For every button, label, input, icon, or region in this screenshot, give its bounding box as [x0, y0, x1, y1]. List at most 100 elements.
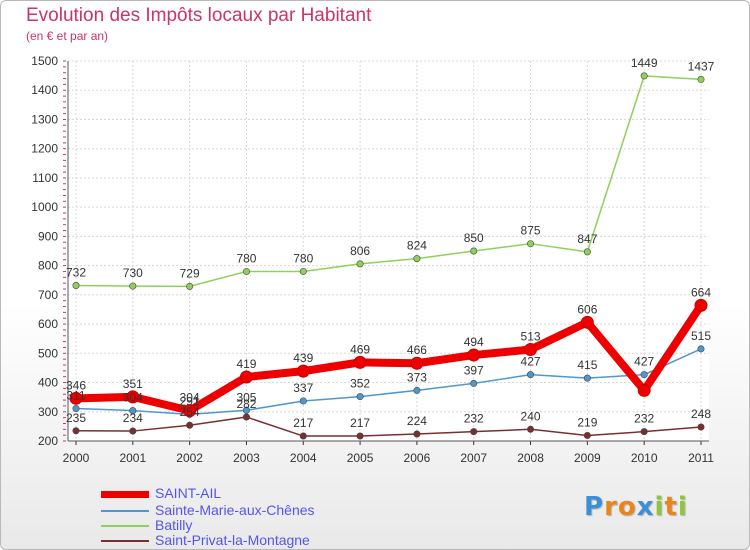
data-point — [697, 423, 705, 431]
y-tick-label: 500 — [38, 346, 58, 360]
series — [69, 72, 708, 440]
data-point — [580, 315, 594, 329]
data-label: 234 — [123, 411, 143, 425]
data-label: 824 — [407, 239, 427, 253]
data-point — [356, 260, 364, 268]
legend-swatch — [101, 540, 149, 542]
series-line-2 — [75, 75, 702, 288]
data-label: 515 — [691, 329, 711, 343]
x-tick-label: 2004 — [290, 451, 317, 465]
data-label: 850 — [464, 231, 484, 245]
data-label: 732 — [66, 265, 86, 279]
data-point — [410, 356, 424, 370]
data-point — [299, 432, 307, 440]
y-tick-label: 1500 — [31, 54, 58, 68]
data-label: 305 — [236, 390, 256, 404]
y-tick-label: 800 — [38, 259, 58, 273]
data-label: 304 — [180, 391, 200, 405]
data-point — [470, 247, 478, 255]
data-point — [527, 425, 535, 433]
data-point — [637, 383, 651, 397]
y-tick-label: 900 — [38, 229, 58, 243]
data-label: 606 — [577, 302, 597, 316]
data-point — [583, 248, 591, 256]
data-point — [697, 345, 705, 353]
data-label: 346 — [66, 378, 86, 392]
data-label: 439 — [293, 351, 313, 365]
proxiti-logo: Proxiti — [584, 492, 688, 522]
data-point — [640, 428, 648, 436]
data-label: 232 — [634, 412, 654, 426]
logo-letter: x — [636, 492, 655, 522]
y-tick-label: 1200 — [31, 142, 58, 156]
y-tick-label: 600 — [38, 317, 58, 331]
legend-label: SAINT-AIL — [155, 485, 222, 501]
plot-area — [68, 61, 709, 441]
data-point — [72, 427, 80, 435]
data-label: 337 — [293, 381, 313, 395]
y-tick-label: 300 — [38, 405, 58, 419]
legend-swatch — [101, 525, 149, 527]
data-label: 875 — [521, 224, 541, 238]
x-tick-label: 2005 — [347, 451, 374, 465]
data-point — [239, 370, 253, 384]
chart-subtitle: (en € et par an) — [26, 29, 109, 43]
data-point — [527, 371, 535, 379]
legend-swatch — [101, 510, 149, 512]
data-point — [697, 75, 705, 83]
data-point — [640, 371, 648, 379]
data-label: 664 — [691, 285, 711, 299]
legend-label: Batilly — [155, 517, 193, 533]
data-point — [583, 374, 591, 382]
data-label: 397 — [464, 363, 484, 377]
data-label: 311 — [66, 389, 85, 403]
data-label: 513 — [521, 330, 541, 344]
data-point — [129, 282, 137, 290]
data-point — [356, 393, 364, 401]
data-point — [129, 427, 137, 435]
y-tick-label: 1100 — [32, 171, 58, 185]
data-point — [126, 390, 140, 404]
data-point — [413, 386, 421, 394]
y-tick-label: 200 — [38, 434, 58, 448]
data-point — [72, 405, 80, 413]
data-label: 419 — [236, 357, 256, 371]
data-point — [129, 407, 137, 415]
data-label: 415 — [577, 358, 597, 372]
x-tick-label: 2010 — [631, 451, 658, 465]
data-point — [186, 282, 194, 290]
data-label: 1449 — [631, 56, 658, 70]
data-point — [413, 430, 421, 438]
data-point — [186, 421, 194, 429]
x-tick-label: 2009 — [574, 451, 601, 465]
data-point — [296, 364, 310, 378]
series-line-0 — [72, 301, 705, 415]
data-label: 780 — [293, 251, 313, 265]
logo-letter: i — [654, 492, 665, 522]
data-point — [242, 413, 250, 421]
data-label: 248 — [691, 407, 711, 421]
logo-letter: t — [664, 492, 678, 522]
data-label: 217 — [293, 416, 313, 430]
legend-swatch — [101, 491, 149, 498]
legend-label: Sainte-Marie-aux-Chênes — [155, 502, 315, 518]
y-tick-label: 400 — [38, 376, 58, 390]
data-point — [353, 355, 367, 369]
y-tick-label: 1000 — [31, 200, 58, 214]
y-tick-label: 1300 — [31, 112, 58, 126]
data-label: 427 — [634, 355, 654, 369]
data-point — [583, 431, 591, 439]
data-point — [470, 379, 478, 387]
data-label: 729 — [180, 266, 200, 280]
data-point — [69, 391, 83, 405]
axes: 200 300 400 500 600 700 800 900 1000 1100 1200 1300… — [31, 54, 714, 465]
data-label: 466 — [407, 343, 427, 357]
logo-letter: o — [617, 492, 637, 522]
data-label: 352 — [350, 377, 370, 391]
data-label: 254 — [180, 405, 200, 419]
data-label: 304 — [123, 391, 143, 405]
data-point — [183, 404, 197, 418]
series-line-1 — [75, 348, 702, 416]
data-label: 806 — [350, 244, 370, 258]
